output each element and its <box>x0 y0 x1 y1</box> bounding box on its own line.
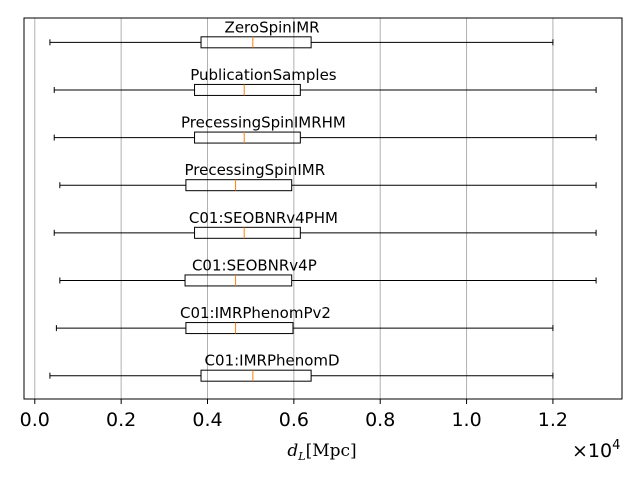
x-axis-label: dL[Mpc] <box>287 441 356 463</box>
box-precessingspinimrhm: PrecessingSpinIMRHM <box>53 114 597 144</box>
x-axis-multiplier: ×104 <box>572 438 620 462</box>
box-zerospinimr: ZeroSpinIMR <box>49 18 554 49</box>
series-label: PrecessingSpinIMRHM <box>181 114 346 132</box>
x-tick-label: 0.8 <box>365 409 395 431</box>
iqr-box <box>194 83 301 96</box>
iqr-box <box>200 369 312 382</box>
box-publicationsamples: PublicationSamples <box>53 66 597 96</box>
series-label: PrecessingSpinIMR <box>184 161 325 179</box>
x-axis-ticks: 0.0 0.2 0.4 0.6 0.8 1.0 1.2 <box>20 399 568 431</box>
series-label: C01:SEOBNRv4P <box>192 256 317 274</box>
x-tick-label: 0.6 <box>279 409 309 431</box>
series-label: C01:SEOBNRv4PHM <box>189 209 338 227</box>
box-c01-imrphenompv2: C01:IMRPhenomPv2 <box>55 304 554 335</box>
x-tick-label: 1.2 <box>538 409 568 431</box>
box-c01-seobnrv4phm: C01:SEOBNRv4PHM <box>53 209 597 239</box>
x-axis-unit: [Mpc] <box>306 441 357 461</box>
series-label: ZeroSpinIMR <box>225 18 320 36</box>
box-c01-seobnrv4p: C01:SEOBNRv4P <box>59 256 597 287</box>
box-precessingspinimr: PrecessingSpinIMR <box>59 161 597 192</box>
box-c01-imrphenomd: C01:IMRPhenomD <box>49 352 554 382</box>
plot-frame <box>23 17 623 400</box>
iqr-box <box>194 131 301 144</box>
iqr-box <box>194 226 301 239</box>
iqr-box <box>185 179 293 192</box>
series-label: C01:IMRPhenomPv2 <box>180 304 331 322</box>
iqr-box <box>184 274 293 287</box>
grid-lines <box>34 18 554 399</box>
x-tick-label: 0.0 <box>20 409 50 431</box>
x-tick-label: 0.4 <box>192 409 222 431</box>
x-tick-label: 0.2 <box>106 409 136 431</box>
boxes: ZeroSpinIMR PublicationSamples PrecessingS… <box>49 18 597 382</box>
iqr-box <box>185 322 294 335</box>
series-label: C01:IMRPhenomD <box>205 352 340 370</box>
iqr-box <box>200 36 312 49</box>
x-tick-label: 1.0 <box>451 409 481 431</box>
series-label: PublicationSamples <box>190 66 337 84</box>
